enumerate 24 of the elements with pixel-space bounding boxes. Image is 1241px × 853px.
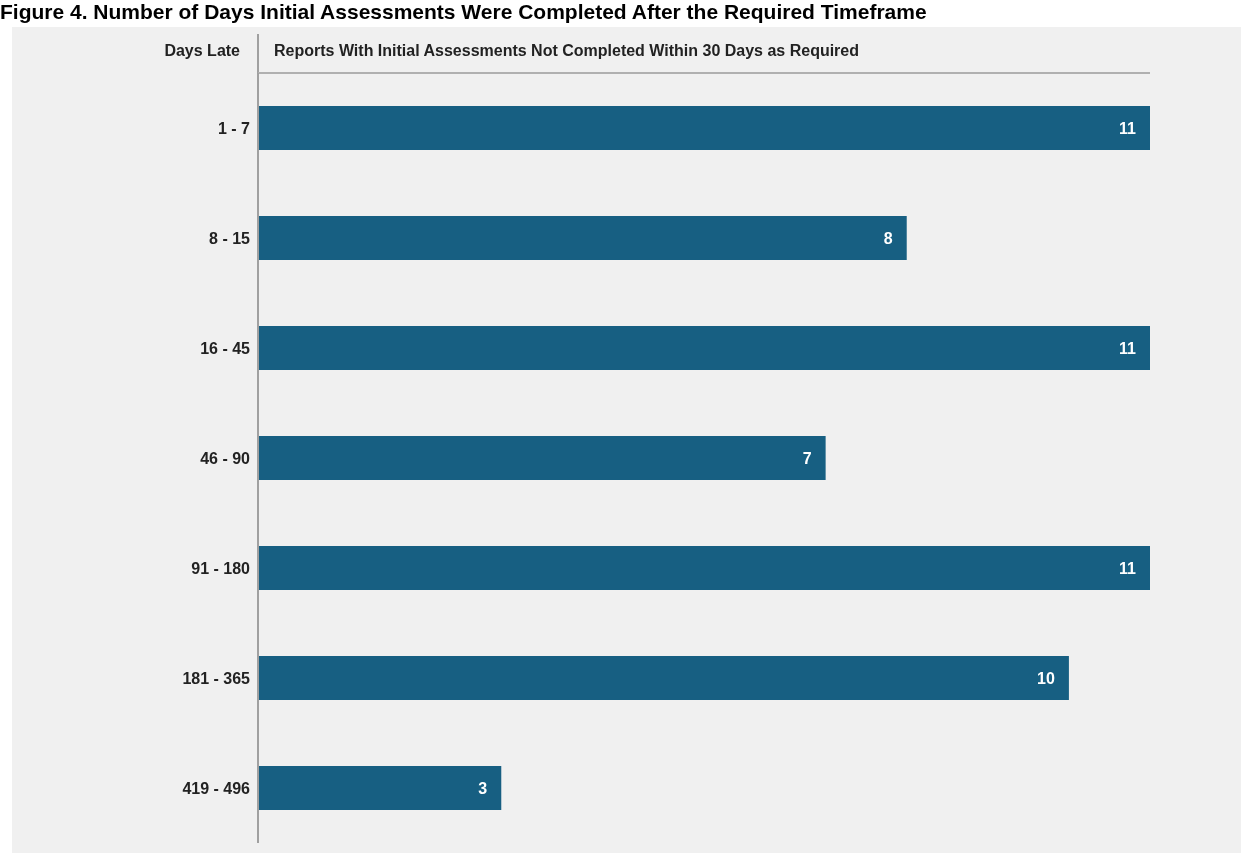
data-label: 11 xyxy=(1119,119,1137,137)
y-tick-label: 8 - 15 xyxy=(209,229,251,247)
bar xyxy=(258,216,907,260)
y-tick-label: 1 - 7 xyxy=(217,119,251,137)
y-tick-label: 181 - 365 xyxy=(182,669,251,687)
y-tick-label: 419 - 496 xyxy=(182,779,251,797)
bar xyxy=(258,546,1150,590)
chart-title: Figure 4. Number of Days Initial Assessments Were Completed After the Required Timeframe xyxy=(0,0,927,24)
data-label: 3 xyxy=(478,779,488,797)
data-label: 10 xyxy=(1037,669,1056,687)
y-tick-label: 91 - 180 xyxy=(191,559,251,577)
bar xyxy=(258,766,502,810)
bar xyxy=(258,326,1150,370)
bar xyxy=(258,106,1150,150)
y-tick-label: 16 - 45 xyxy=(200,339,251,357)
data-label: 7 xyxy=(802,449,812,467)
y-tick-label: 46 - 90 xyxy=(200,449,251,467)
bar xyxy=(258,656,1069,700)
data-label: 11 xyxy=(1119,339,1137,357)
data-label: 11 xyxy=(1119,559,1137,577)
data-label: 8 xyxy=(883,229,893,247)
bar xyxy=(258,436,826,480)
y-axis-title: Days Late xyxy=(163,42,240,60)
x-axis-title: Reports With Initial Assessments Not Completed Within 30 Days as Required xyxy=(274,42,860,60)
